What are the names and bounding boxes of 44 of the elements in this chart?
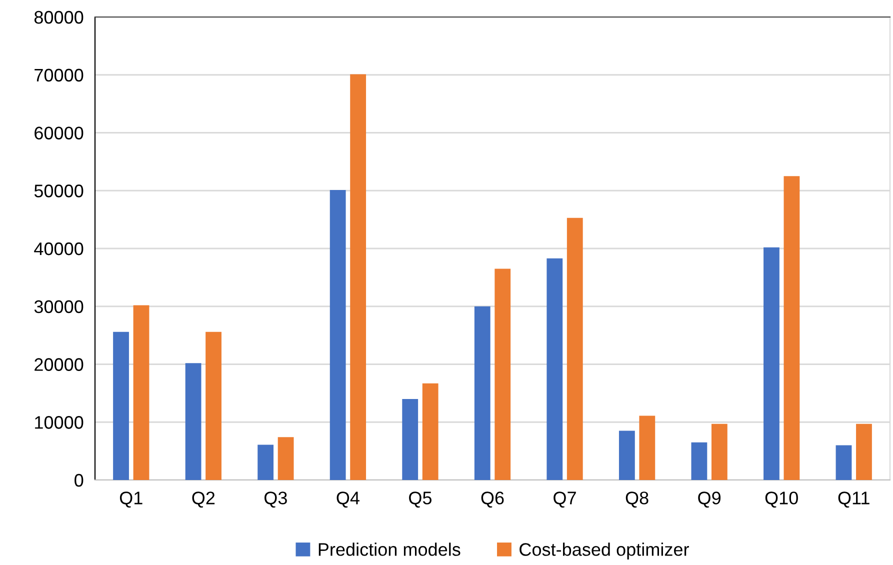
bar [546, 258, 563, 480]
y-tick-label: 70000 [34, 68, 84, 82]
bar [784, 176, 800, 480]
bar [836, 445, 852, 480]
x-tick-label: Q9 [698, 492, 721, 508]
x-tick-label: Q3 [264, 492, 287, 508]
x-tick-label: Q8 [626, 492, 648, 508]
y-tick-label: 10000 [35, 416, 84, 429]
bar [206, 332, 222, 480]
bar [402, 398, 418, 480]
bar [494, 268, 511, 480]
y-tick-label: 0 [74, 474, 84, 487]
legend-label: Cost-based optimizer [520, 542, 689, 560]
x-tick-label: Q7 [554, 492, 576, 508]
x-tick-label: Q1 [120, 492, 142, 508]
bar [474, 306, 490, 480]
x-tick-label: Q5 [409, 492, 432, 508]
bar [618, 430, 635, 480]
bar [330, 190, 346, 480]
bar [639, 416, 656, 480]
bar [258, 444, 274, 480]
y-tick-label: 20000 [34, 358, 84, 371]
y-tick-label: 60000 [34, 126, 84, 140]
bar [350, 74, 366, 480]
x-tick-label: Q4 [336, 492, 360, 508]
bar [856, 424, 872, 480]
bar [566, 218, 583, 480]
x-tick-label: Q10 [765, 492, 798, 508]
y-tick-label: 40000 [34, 242, 84, 256]
legend-label: Prediction models [318, 542, 460, 556]
y-tick-label: 80000 [34, 10, 84, 24]
bar [422, 383, 438, 480]
x-tick-label: Q11 [838, 492, 870, 508]
bar [133, 305, 150, 480]
bar [764, 247, 780, 480]
y-tick-label: 50000 [34, 184, 84, 198]
bar [711, 424, 728, 480]
bar [278, 437, 294, 480]
bar [185, 363, 202, 480]
bar [113, 332, 129, 480]
x-tick-label: Q6 [481, 492, 504, 508]
y-tick-label: 30000 [34, 300, 84, 314]
x-tick-label: Q2 [192, 492, 215, 508]
bar [691, 442, 708, 480]
